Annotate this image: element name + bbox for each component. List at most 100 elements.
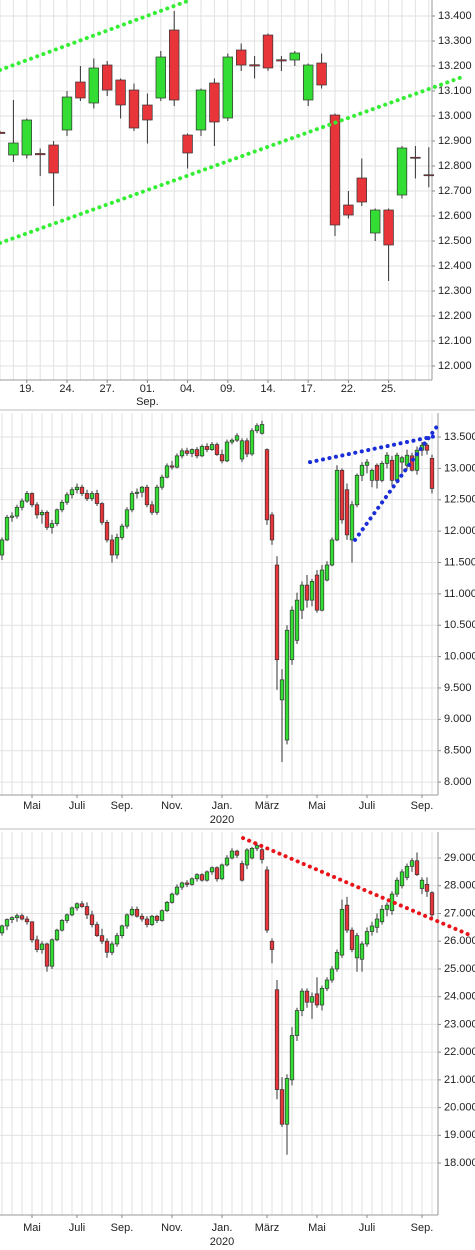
candle-body [269,514,275,541]
candle-body [0,131,6,134]
candle-body [259,424,265,434]
x-tick-label: 24. [59,383,74,395]
candle-body [379,908,385,923]
candle-body [410,156,421,159]
candle-body [114,537,120,556]
candle-body [119,925,125,937]
candle-body [299,584,305,611]
candle-body [4,919,10,927]
candle-body [249,430,255,455]
candle-body [184,882,190,885]
candle-body [354,474,360,506]
candle-body [319,988,325,1006]
candle-body [314,574,320,611]
candle-body [9,917,15,920]
candle-body [239,440,245,460]
candle-body [384,904,390,910]
y-tick-label: 11.000 [444,588,475,600]
candle-body [343,204,354,216]
candle-body [199,446,205,457]
y-tick-label: 12.600 [438,210,472,222]
y-tick-label: 12.100 [438,335,472,347]
x-tick-label: Jan. [212,800,233,812]
candle-body [229,850,235,859]
candle-body [414,860,420,876]
candle-body [79,903,85,907]
candle-body [139,915,145,920]
candle-body [94,924,100,937]
candle-body [129,908,135,916]
candle-body [249,64,260,67]
candle-body [399,871,405,887]
candle-body [344,489,350,536]
y-tick-label: 13.500 [444,431,475,443]
candle-body [119,525,125,538]
candle-body [109,539,115,556]
candle-body [276,59,287,62]
y-tick-label: 10.000 [444,651,475,663]
candle-body [24,918,30,923]
candle-body [254,845,260,849]
candle-body [8,142,19,156]
x-tick-label: Nov. [161,1222,183,1234]
candle-body [164,902,170,912]
candle-body [294,1010,300,1036]
candle-body [74,903,80,909]
candle-body [59,501,65,511]
candle-body [149,504,155,513]
y-tick-label: 13.100 [438,85,472,97]
candle-body [234,435,240,441]
candle-body [75,81,86,99]
candle-body [289,52,300,61]
candle-body [262,34,274,69]
x-tick-label: Juli [69,800,86,812]
candle-body [54,509,60,524]
candle-body [264,449,270,521]
candle-body [44,511,50,528]
x-tick-label: 04. [180,383,195,395]
y-tick-label: 12.900 [438,135,472,147]
candle-body [169,893,175,903]
candle-body [289,609,295,661]
candle-body [179,450,185,457]
y-tick-label: 13.000 [444,462,475,474]
candle-body [264,869,270,931]
candle-body [164,465,170,478]
candle-body [224,857,230,866]
candle-body [61,96,73,131]
candle-body [329,114,341,226]
candle-body [244,849,250,866]
candle-body [369,469,375,481]
candle-body [284,1078,290,1125]
candle-body [34,939,40,950]
candle-body [69,907,75,916]
y-tick-label: 12.500 [438,235,472,247]
y-tick-label: 8.500 [444,745,472,757]
x-tick-label: Sep. [111,800,134,812]
x-tick-label: 25. [381,383,396,395]
candle-body [349,504,355,541]
candle-body [254,425,260,432]
candle-body [383,209,394,246]
y-tick-label: 22.000 [444,1046,475,1058]
candle-body [182,134,193,154]
candle-body [370,209,381,234]
candle-body [316,62,327,86]
candle-body [64,494,70,503]
candle-body [324,979,330,989]
candle-body [154,486,160,513]
candle-body [369,925,375,932]
candle-body [344,904,350,931]
candle-body [49,939,55,967]
x-tick-label: 22. [341,383,356,395]
x-tick-label: Sep. [111,1222,134,1234]
candle-body [99,503,105,523]
candle-body [54,929,60,941]
candle-body [94,493,100,504]
candle-body [379,463,385,481]
candle-body [224,441,230,462]
candle-body [104,521,110,541]
candle-body [34,504,40,516]
x-tick-label: Nov. [161,800,183,812]
candle-body [284,629,290,741]
